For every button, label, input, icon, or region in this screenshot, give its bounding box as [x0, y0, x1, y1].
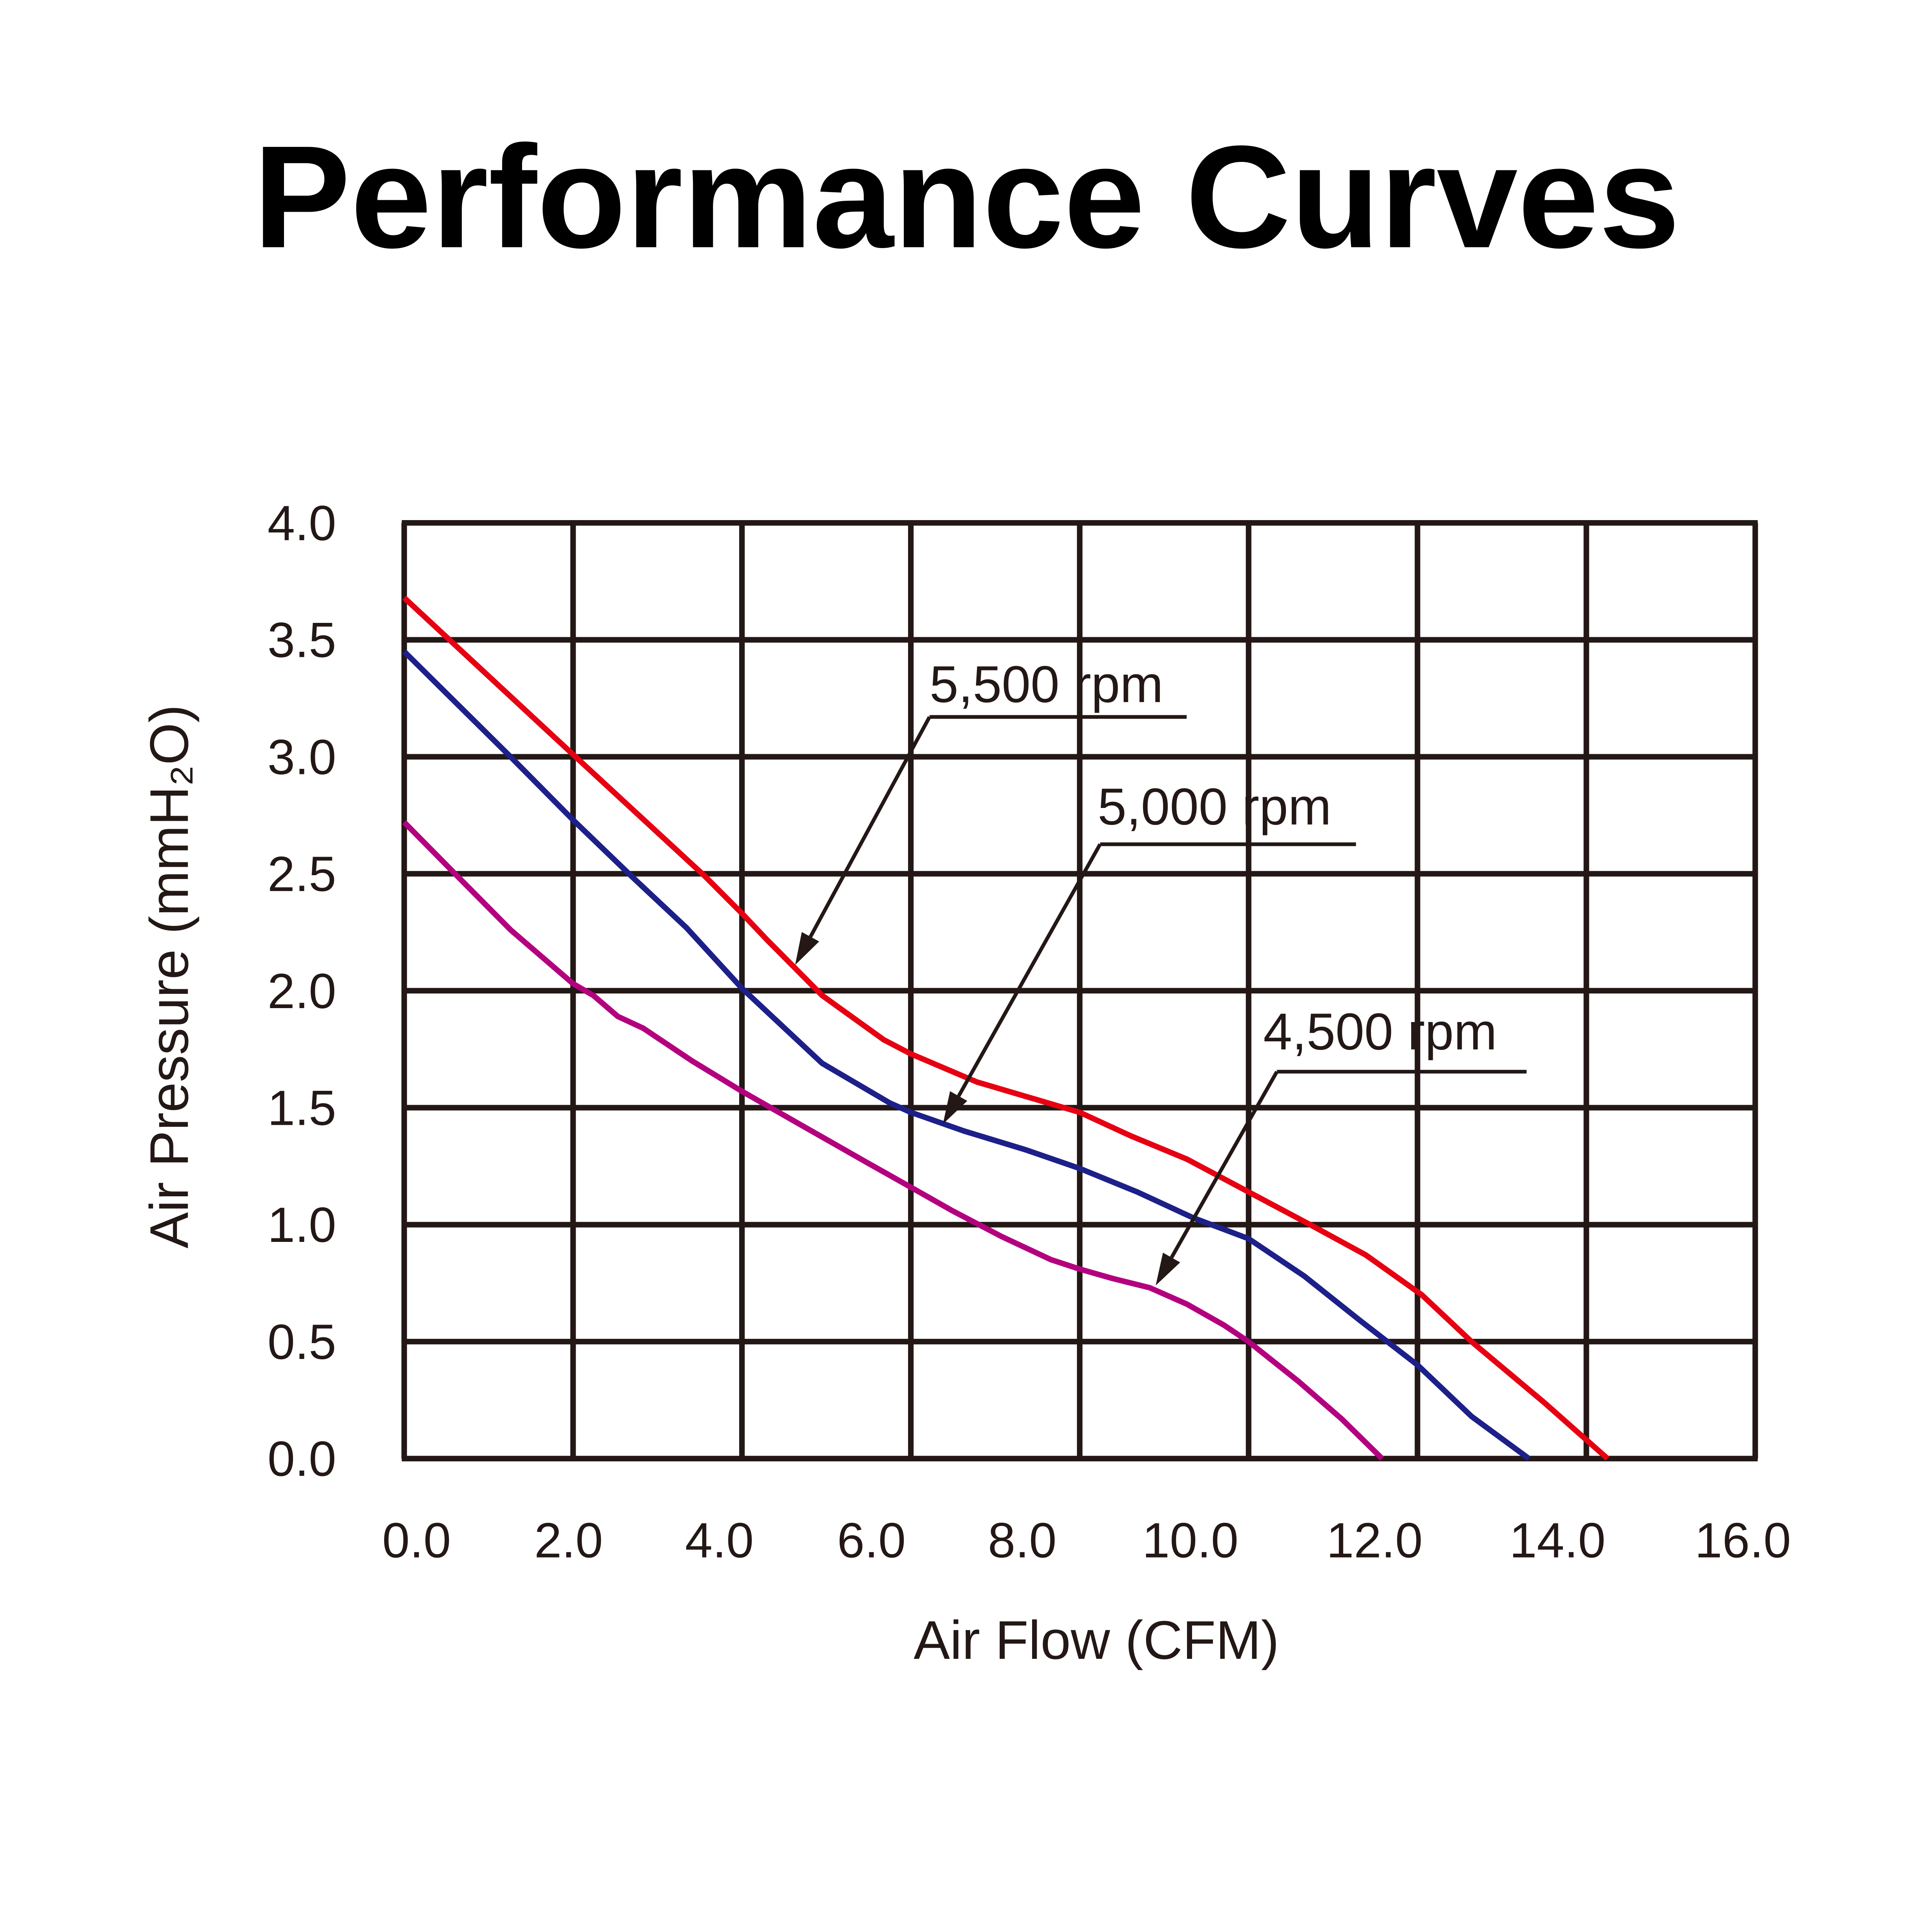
y-tick-label: 4.0 — [267, 496, 336, 551]
x-tick-label: 6.0 — [837, 1513, 906, 1568]
annotation-leader-line — [957, 843, 1102, 1097]
x-axis-label: Air Flow (CFM) — [913, 1610, 1279, 1670]
arrowhead-icon — [1155, 1252, 1180, 1286]
y-tick-labels: 0.0 0.5 1.0 1.5 2.0 2.5 3.0 3.5 4.0 — [267, 496, 336, 1487]
annotation-leader-line — [809, 716, 931, 938]
y-tick-label: 0.0 — [267, 1432, 336, 1487]
annotation-label: 5,500 rpm — [930, 655, 1163, 713]
series-line-3 — [402, 820, 1384, 1461]
y-tick-label: 3.5 — [267, 613, 336, 668]
arrowhead-icon — [795, 932, 819, 965]
y-tick-label: 2.5 — [267, 847, 336, 902]
y-tick-label: 0.5 — [267, 1315, 336, 1370]
x-tick-label: 8.0 — [988, 1513, 1057, 1568]
y-tick-label: 2.0 — [267, 964, 336, 1019]
y-tick-label: 1.0 — [267, 1197, 336, 1253]
arrowhead-icon — [943, 1091, 968, 1124]
y-axis-label: Air Pressure (mmH₂O) — [139, 704, 199, 1248]
x-tick-label: 12.0 — [1327, 1513, 1423, 1568]
annotation-label: 5,000 rpm — [1098, 778, 1332, 836]
chart-title: Performance Curves — [253, 115, 1680, 278]
curves — [402, 595, 1610, 1461]
annotation-label: 4,500 rpm — [1263, 1003, 1497, 1061]
annotation-leader-line — [1170, 1071, 1279, 1259]
x-tick-labels: 0.0 2.0 4.0 6.0 8.0 10.0 12.0 14.0 16.0 — [382, 1513, 1791, 1568]
x-tick-label: 10.0 — [1142, 1513, 1238, 1568]
series-line-1 — [402, 595, 1610, 1461]
annotation-3: 4,500 rpm — [1155, 1003, 1527, 1286]
series-line-2 — [402, 650, 1531, 1461]
annotation-2: 5,000 rpm — [943, 778, 1356, 1124]
x-tick-label: 2.0 — [534, 1513, 603, 1568]
x-tick-label: 0.0 — [382, 1513, 451, 1568]
x-tick-label: 14.0 — [1509, 1513, 1605, 1568]
x-tick-label: 4.0 — [685, 1513, 754, 1568]
x-tick-label: 16.0 — [1695, 1513, 1791, 1568]
y-tick-label: 3.0 — [267, 730, 336, 785]
annotations: 5,500 rpm 5,000 rpm 4,500 rpm — [795, 655, 1527, 1286]
grid — [401, 520, 1758, 1461]
y-tick-label: 1.5 — [267, 1080, 336, 1136]
annotation-1: 5,500 rpm — [795, 655, 1187, 965]
